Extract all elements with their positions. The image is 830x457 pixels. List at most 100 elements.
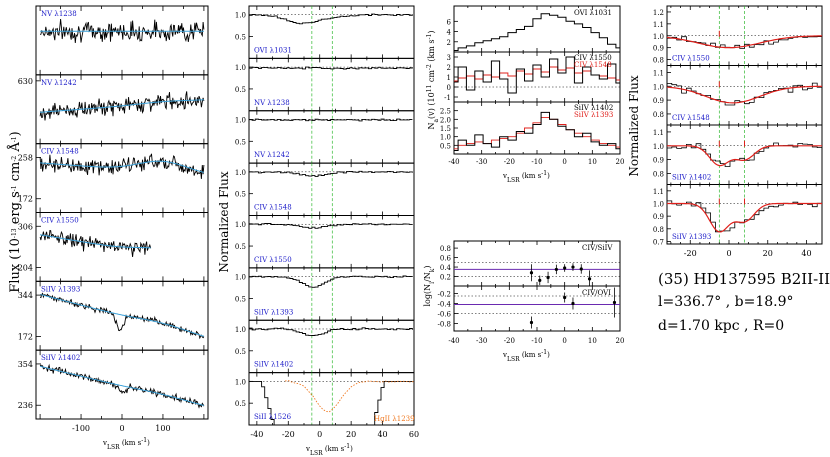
col1-panel-label: CIV λ1548 xyxy=(41,148,79,156)
col2-spectrum-line xyxy=(249,275,413,288)
col1-panel-label: SiIV λ1402 xyxy=(41,354,80,362)
col2-panel-label: SiIV λ1402 xyxy=(254,361,293,369)
col1-xtick-label: -100 xyxy=(72,424,90,433)
col4-ytick-label: 0.9 xyxy=(653,213,664,221)
col1-ylabel: Flux (10-13 erg s-1 cm-2 Å-1) xyxy=(7,131,23,292)
col3-ratio-ytick-label: 0.8 xyxy=(440,245,451,253)
col4-ytick-label: 1.2 xyxy=(653,9,664,17)
col3-panel-label: CIV λ1550 xyxy=(574,54,612,62)
col4-ytick-label: 1.1 xyxy=(653,21,664,29)
col3-ratio-label: CIV/OVI xyxy=(582,289,611,297)
col2-xtick-label: -20 xyxy=(282,430,295,439)
col3-panel-label2: CIV λ1548 xyxy=(574,61,612,69)
col3-ratio-xtick-label: 20 xyxy=(616,337,625,345)
col1-panel-label: CIV λ1550 xyxy=(41,217,79,225)
col3-ratio-ytick-label: -0.2 xyxy=(438,291,452,299)
col3-ytick-label: 2.0 xyxy=(440,116,451,124)
col4-model-line xyxy=(666,35,822,49)
col4-panel-label: CIV λ1548 xyxy=(672,114,710,122)
col3-ratio-point xyxy=(563,266,567,270)
col3-ytick-label: 0.5 xyxy=(440,142,451,150)
col4-ylabel: Normalized Flux xyxy=(627,75,641,176)
col3-ytick-label: 0 xyxy=(447,84,451,92)
col2-panel-label: OVI λ1031 xyxy=(254,46,292,54)
col2-ytick-label: 1.0 xyxy=(235,274,246,282)
col2-ytick-label: 0.5 xyxy=(235,295,246,303)
col3-ratio-point xyxy=(529,271,534,275)
col4-model-line xyxy=(666,85,823,104)
col4-ytick-label: 1.1 xyxy=(653,129,664,137)
col3-ratio-ytick-label: -0.8 xyxy=(438,321,452,329)
col1-fit-line xyxy=(39,234,151,249)
col2-xtick-label: 0 xyxy=(317,430,322,439)
col2-spectrum-line xyxy=(249,13,413,25)
star-distance: d=1.70 kpc , R=0 xyxy=(658,318,785,334)
col3-xlabel: vLSR (km s-1) xyxy=(502,170,550,184)
col3-xtick-label: -30 xyxy=(476,158,487,166)
col3-ytick-label: 1.5 xyxy=(440,125,451,133)
col4-ytick-label: 0.7 xyxy=(653,238,664,246)
col3-xtick-label: -20 xyxy=(504,158,515,166)
col3-ytick-label: 2 xyxy=(447,39,451,47)
col3-ratio-point xyxy=(563,295,567,300)
col4-ytick-label: 0.8 xyxy=(653,170,664,178)
col3-ratio-ytick-label: 0.4 xyxy=(440,264,452,272)
col4-panel-label: SiIV λ1402 xyxy=(672,174,711,182)
col3-ratio-point xyxy=(546,275,550,280)
col4-xtick-label: 20 xyxy=(763,249,773,258)
col2-ytick-label: 1.0 xyxy=(235,326,246,334)
col2-hgii-line xyxy=(285,380,415,413)
col2-spectrum-line xyxy=(249,223,413,229)
col3-ratio-xtick-label: -10 xyxy=(531,337,542,345)
col4-xtick-label: 40 xyxy=(801,249,811,258)
col3-panel-label: SiIV λ1402 xyxy=(574,104,613,112)
col1-ytick-label: 630 xyxy=(18,77,33,86)
col3-ratio-xlabel: vLSR (km s-1) xyxy=(502,349,550,363)
col4-ytick-label: 0.9 xyxy=(653,45,664,53)
col3-ytick-label: 1 xyxy=(447,74,451,82)
col3-ytick-label: 2.5 xyxy=(440,108,451,116)
col4-panel-label: CIV λ1550 xyxy=(672,55,710,63)
col4-xtick-label: -20 xyxy=(684,249,697,258)
col3-xtick-label: 0 xyxy=(562,158,566,166)
col3-ratio-point xyxy=(538,278,542,282)
col1-fit-line xyxy=(39,294,205,337)
col3-panel-label: OVI λ1031 xyxy=(574,9,612,17)
col4-ytick-label: 1.0 xyxy=(653,83,664,91)
col4-ytick-label: 0.8 xyxy=(653,226,664,234)
col4-ytick-label: 0.8 xyxy=(653,57,664,65)
col1-fit-line xyxy=(40,160,205,173)
col3-ratio-point xyxy=(587,277,592,281)
col1-ytick-label: 204 xyxy=(18,264,33,273)
col2-ytick-label: 1.0 xyxy=(235,221,246,229)
col3-panel-label2: SiIV λ1393 xyxy=(574,111,613,119)
col2-panel-label: SiIV λ1393 xyxy=(254,308,293,316)
col3-ratio-ytick-label: -0.6 xyxy=(438,311,452,319)
col3-xtick-label: -10 xyxy=(531,158,542,166)
col2-ytick-label: 1.0 xyxy=(235,169,246,177)
col3-ratio-point xyxy=(579,267,583,271)
col2-ylabel: Normalized Flux xyxy=(217,171,231,272)
col1-panel-label: NV λ1242 xyxy=(41,79,77,87)
col1-ytick-label: 344 xyxy=(18,291,33,300)
col4-ytick-label: 1.0 xyxy=(653,200,664,208)
col1-ytick-label: 258 xyxy=(18,153,33,162)
col2-ytick-label: 0.5 xyxy=(235,191,246,199)
col1-ytick-label: 172 xyxy=(18,195,33,204)
col4-ytick-label: 1.1 xyxy=(653,69,664,77)
star-title: (35) HD137595 B2II-III xyxy=(658,270,830,288)
col3-ylabel: Na(v) (1011 cm-2 (km s-1) xyxy=(426,30,440,129)
col4-ytick-label: 0.8 xyxy=(653,111,664,119)
col2-ytick-label: 1.0 xyxy=(235,378,246,386)
col2-panel-label: CIV λ1548 xyxy=(254,204,292,212)
col3-ratio-ytick-label: 0.6 xyxy=(440,255,452,263)
col4-ytick-label: 1.0 xyxy=(653,143,664,151)
col3-ratio-xtick-label: 0 xyxy=(562,337,566,345)
col4-ytick-label: 1.1 xyxy=(653,188,664,196)
col2-ytick-label: 1.0 xyxy=(235,64,246,72)
col2-panel-label: NV λ1238 xyxy=(254,99,290,107)
col3-siiv1393-line xyxy=(454,117,620,150)
col1-xlabel: vLSR (km s-1) xyxy=(102,437,150,451)
col1-spectrum-line xyxy=(39,292,205,340)
